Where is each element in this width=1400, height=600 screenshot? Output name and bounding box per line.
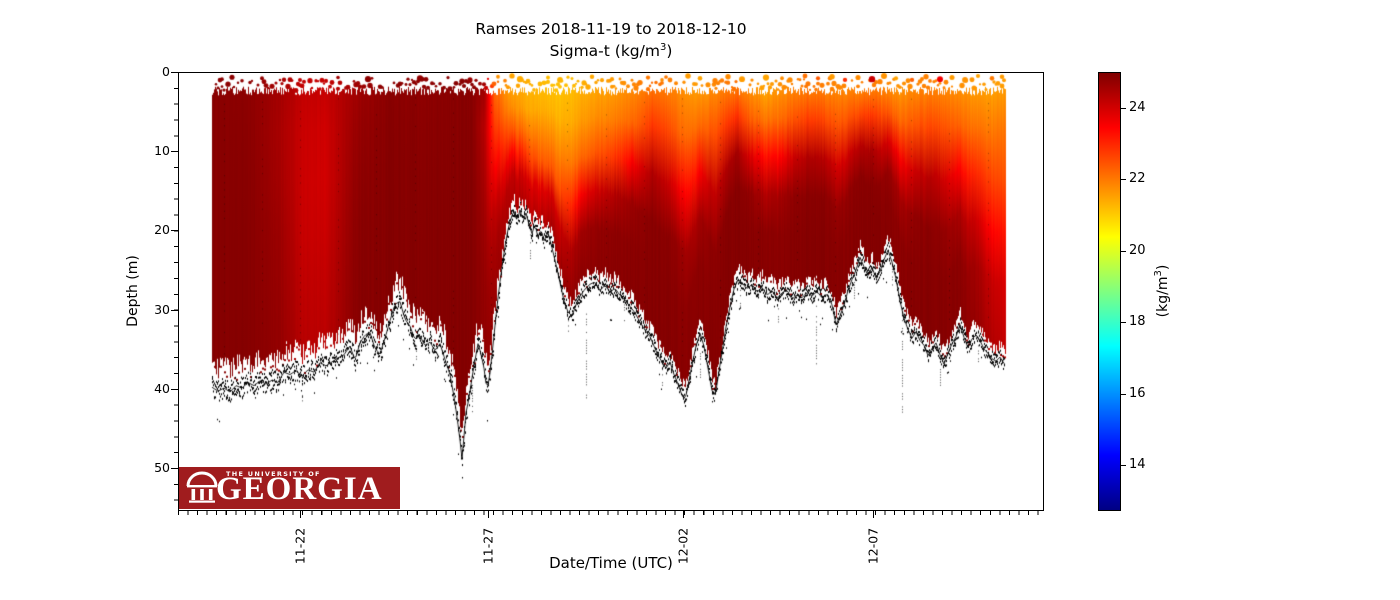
y-tick-mark bbox=[171, 388, 178, 390]
colorbar-tick-mark bbox=[1121, 107, 1126, 109]
colorbar-tick-label: 24 bbox=[1129, 99, 1146, 115]
y-tick-mark bbox=[171, 72, 178, 73]
uga-logo-main-text: GEORGIA bbox=[216, 471, 383, 507]
colorbar-tick-label: 18 bbox=[1129, 314, 1146, 330]
colorbar-tick-label: 16 bbox=[1129, 385, 1146, 401]
y-axis-label: Depth (m) bbox=[125, 255, 141, 327]
x-axis-minor-ticks bbox=[178, 511, 1044, 515]
x-tick-mark bbox=[299, 511, 301, 518]
y-tick-label: 20 bbox=[154, 222, 170, 238]
chart-title: Ramses 2018-11-19 to 2018-12-10 bbox=[475, 20, 747, 38]
y-tick-label: 50 bbox=[154, 460, 170, 476]
y-tick-mark bbox=[171, 309, 178, 311]
x-axis-label: Date/Time (UTC) bbox=[549, 554, 673, 572]
colorbar-label-superscript: 3 bbox=[1153, 270, 1165, 277]
subtitle-superscript: 3 bbox=[659, 42, 667, 53]
colorbar-tick-mark bbox=[1121, 322, 1126, 324]
y-axis-minor-ticks bbox=[174, 72, 178, 511]
y-tick-label: 30 bbox=[154, 301, 170, 317]
subtitle-prefix: Sigma-t (kg/m bbox=[549, 42, 660, 61]
chart-subtitle: Sigma-t (kg/m3) bbox=[178, 42, 1044, 60]
y-tick-mark bbox=[171, 230, 178, 232]
colorbar-tick-label: 22 bbox=[1129, 171, 1146, 187]
colorbar-label-prefix: (kg/m bbox=[1154, 276, 1171, 318]
uga-logo: THE UNIVERSITY OF GEORGIA bbox=[179, 467, 400, 509]
colorbar-tick-mark bbox=[1121, 393, 1126, 395]
sigma-t-scatter-field bbox=[178, 72, 1043, 510]
x-tick-mark bbox=[682, 511, 684, 518]
y-tick-label: 10 bbox=[154, 143, 170, 159]
colorbar bbox=[1098, 72, 1121, 511]
y-tick-mark bbox=[171, 151, 178, 153]
y-tick-mark bbox=[171, 468, 178, 470]
x-tick-mark bbox=[873, 511, 875, 518]
x-tick-mark bbox=[488, 511, 490, 518]
colorbar-label-suffix: ) bbox=[1154, 264, 1171, 271]
colorbar-label: (kg/m3) bbox=[1153, 265, 1171, 318]
colorbar-tick-mark bbox=[1121, 250, 1126, 252]
y-tick-label: 0 bbox=[162, 64, 170, 79]
colorbar-tick-mark bbox=[1121, 464, 1126, 466]
uga-arch-icon bbox=[186, 471, 218, 503]
colorbar-tick-label: 20 bbox=[1129, 242, 1146, 258]
colorbar-tick-label: 14 bbox=[1129, 456, 1146, 472]
colorbar-tick-mark bbox=[1121, 179, 1126, 181]
y-tick-label: 40 bbox=[154, 380, 170, 396]
subtitle-suffix: ) bbox=[666, 42, 673, 61]
uga-logo-top-text: THE UNIVERSITY OF bbox=[226, 470, 321, 478]
